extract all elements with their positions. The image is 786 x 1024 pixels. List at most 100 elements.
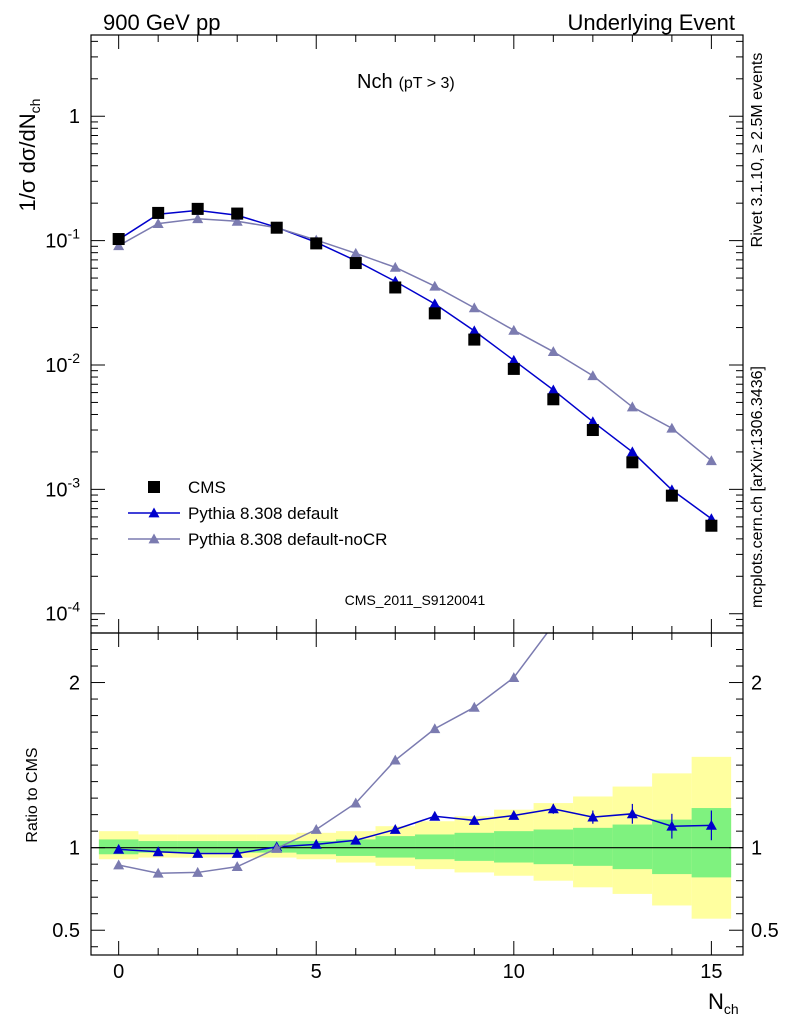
legend: CMS Pythia 8.308 default Pythia 8.308 defa… (128, 478, 387, 549)
series-line-nocr (118, 217, 712, 462)
chart-title: Nch (pT > 3) (357, 71, 455, 93)
ratio-point-default (429, 810, 441, 821)
ratio-point-nocr (152, 867, 164, 878)
legend-marker (148, 507, 160, 518)
ratio-frame (90, 632, 744, 956)
ratio-point-default (705, 819, 717, 830)
ratio-point-nocr (231, 861, 243, 872)
point-cms (349, 257, 362, 270)
legend-label: Pythia 8.308 default (188, 504, 339, 523)
inner-band-bin (533, 829, 574, 865)
point-cms (112, 233, 125, 246)
point-cms (152, 206, 165, 219)
point-cms (665, 489, 678, 502)
inner-band-bin (375, 836, 416, 858)
point-nocr (389, 261, 401, 272)
legend-marker (148, 533, 160, 544)
ratio-line-default (118, 808, 712, 855)
panel-frames (90, 34, 744, 956)
point-default (468, 325, 480, 336)
y-tick-label-ratio-right: 0.5 (751, 920, 779, 942)
point-nocr (113, 240, 125, 251)
point-nocr (547, 346, 559, 357)
legend-marker-cms (148, 481, 160, 493)
x-tick-label: 5 (311, 961, 322, 983)
point-cms (389, 281, 402, 294)
header-left: 900 GeV pp (103, 10, 220, 35)
ratio-point-default (350, 834, 362, 845)
point-nocr (152, 218, 164, 229)
y-tick-label-ratio: 1 (69, 838, 80, 860)
y-tick-label-main: 10-2 (45, 350, 80, 377)
legend-label: CMS (188, 478, 226, 497)
point-default (508, 354, 520, 365)
ratio-point-nocr (468, 701, 480, 712)
point-nocr (429, 280, 441, 291)
ratio-bands (91, 756, 743, 919)
point-default (429, 298, 441, 309)
ratio-point-default (152, 846, 164, 857)
inner-band-bin (612, 824, 653, 870)
point-default (587, 416, 599, 427)
ratio-point-nocr (350, 797, 362, 808)
ratio-point-nocr (706, 446, 717, 456)
y-tick-label-main: 10-4 (45, 599, 80, 626)
ratio-point-default (389, 824, 401, 834)
side-label-rivet: Rivet 3.1.10, ≥ 2.5M events (749, 53, 766, 248)
x-tick-label: 15 (700, 961, 722, 983)
point-default (547, 384, 559, 395)
ratio-point-default (666, 820, 678, 831)
point-cms (547, 393, 560, 406)
ratio-point-nocr (310, 824, 322, 834)
ratio-point-nocr (587, 561, 598, 571)
y-tick-label-main: 10-3 (45, 474, 80, 501)
point-cms (310, 237, 323, 250)
legend-label: Pythia 8.308 default-noCR (188, 530, 387, 549)
point-nocr (508, 324, 520, 335)
x-tick-label: 0 (113, 961, 124, 983)
ratio-point-nocr (389, 754, 401, 765)
ratio-point-default (231, 847, 243, 858)
ratio-point-default (508, 809, 520, 820)
point-cms (507, 362, 520, 375)
ratio-point-nocr (192, 866, 204, 877)
inner-band-bin (415, 834, 455, 860)
ratio-series (113, 446, 717, 878)
ratio-point-default (192, 847, 204, 858)
point-cms (191, 202, 204, 215)
main-series (112, 202, 718, 532)
y-tick-label-ratio-right: 1 (751, 838, 762, 860)
ratio-point-nocr (429, 723, 441, 734)
x-axis-label: Nch (708, 989, 739, 1017)
axis-ticks: 0 5 10 15 10-4 10-3 10-2 10-1 1 0.5 0.5 1 1 2 2 (45, 35, 779, 983)
ratio-point-nocr (271, 842, 283, 853)
inner-band-bin (494, 831, 534, 863)
point-cms (705, 519, 718, 532)
point-cms (586, 424, 599, 437)
ratio-point-default (587, 811, 599, 822)
point-nocr (350, 247, 362, 258)
y-tick-label-ratio-right: 2 (751, 673, 762, 695)
ratio-point-default (547, 803, 559, 814)
ratio-point-nocr (627, 537, 638, 547)
ratio-line-nocr (118, 633, 549, 875)
ratio-point-nocr (508, 672, 520, 682)
point-nocr (626, 401, 638, 412)
point-nocr (705, 455, 717, 466)
ratio-point-default (310, 838, 322, 849)
x-tick-label: 10 (503, 961, 525, 983)
y-tick-label-ratio: 0.5 (52, 920, 80, 942)
point-nocr (231, 215, 243, 226)
point-cms (270, 221, 283, 234)
ratio-point-default (468, 814, 480, 825)
point-cms (231, 207, 244, 220)
point-cms (468, 333, 481, 346)
point-nocr (468, 302, 480, 313)
point-default (626, 446, 638, 457)
side-label-mcplots: mcplots.cern.ch [arXiv:1306.3436] (749, 366, 766, 608)
ratio-point-default (113, 843, 125, 854)
ratio-point-nocr (113, 859, 125, 870)
inner-band-bin (217, 841, 257, 853)
y-tick-label-ratio: 2 (69, 673, 80, 695)
